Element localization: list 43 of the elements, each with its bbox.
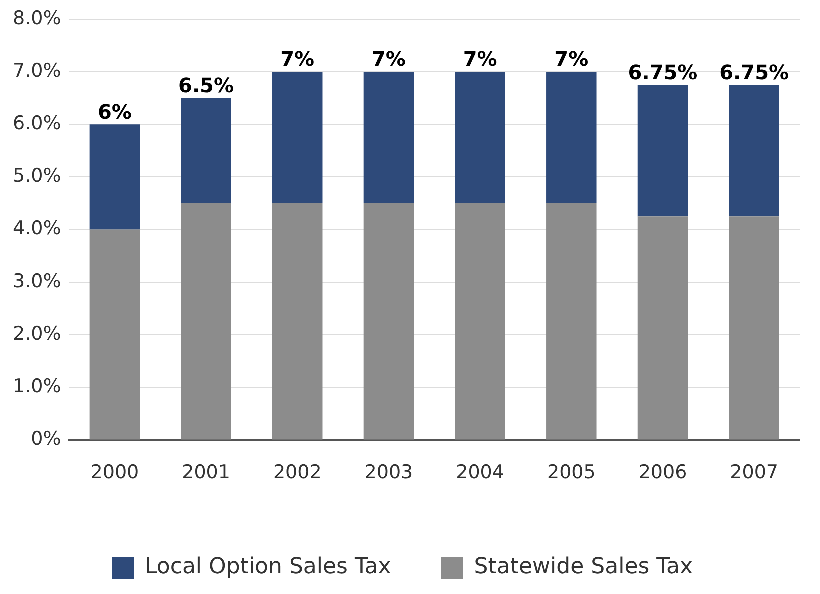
bar (272, 204, 323, 440)
x-tick-label: 2003 (364, 462, 414, 484)
bar (638, 85, 688, 217)
y-tick-label: 3.0% (12, 270, 62, 292)
x-tick-label: 2001 (182, 462, 230, 484)
bar (546, 204, 597, 440)
total-label: 7% (372, 47, 406, 72)
x-tick-label: 2000 (90, 462, 140, 484)
y-tick-label: 7.0% (12, 60, 62, 82)
legend-label: Local Option Sales Tax (145, 554, 392, 580)
bar (729, 216, 780, 440)
x-tick-label: 2007 (730, 462, 779, 484)
total-label: 7% (554, 47, 589, 72)
bar (638, 216, 688, 440)
y-tick-label: 4.0% (12, 218, 62, 240)
bar (455, 204, 506, 440)
bar (90, 124, 140, 230)
legend-label: Statewide Sales Tax (474, 554, 693, 580)
x-tick-label: 2005 (547, 462, 596, 484)
y-tick-label: 8.0% (12, 7, 62, 30)
total-label: 6.75% (628, 60, 698, 84)
total-label: 6.5% (178, 74, 234, 98)
bar (455, 72, 506, 204)
total-label: 6% (98, 100, 132, 124)
x-tick-label: 2004 (456, 462, 504, 484)
bar (181, 204, 232, 440)
bar (364, 204, 414, 440)
bar (364, 72, 414, 204)
bar (729, 85, 780, 217)
total-label: 6.75% (720, 60, 790, 84)
total-label: 7% (280, 47, 315, 72)
x-tick-label: 2006 (638, 462, 688, 484)
y-tick-label: 1.0% (12, 376, 62, 398)
bar (90, 230, 140, 440)
y-tick-label: 2.0% (12, 322, 62, 345)
y-tick-label: 5.0% (12, 165, 62, 188)
bar (272, 72, 323, 204)
y-tick-label: 0% (31, 428, 62, 450)
bar (546, 72, 597, 204)
total-label: 7% (463, 47, 498, 72)
bar (181, 98, 232, 204)
y-tick-label: 6.0% (12, 112, 62, 135)
x-tick-label: 2002 (273, 462, 322, 484)
